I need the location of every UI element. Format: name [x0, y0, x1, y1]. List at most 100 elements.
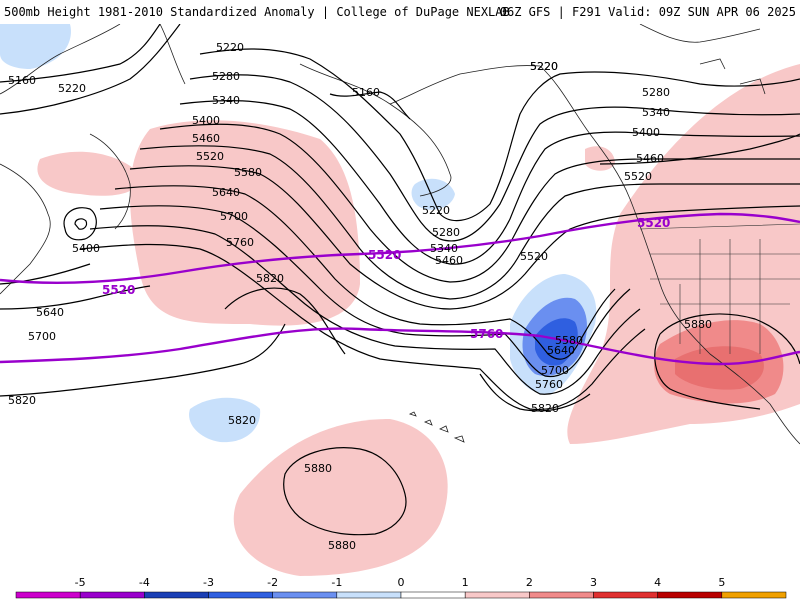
positive-anomaly-gulf-alaska	[585, 146, 615, 171]
contour-5700-a	[89, 225, 641, 395]
climatology-labels: 5520 5520 5520 5760	[102, 216, 670, 341]
contour-label: 5460	[636, 152, 664, 165]
contour-label: 5340	[212, 94, 240, 107]
map-header: 500mb Height 1981-2010 Standardized Anom…	[0, 0, 800, 24]
negative-anomaly-aleutian	[411, 178, 455, 210]
colorbar-tick-label: 0	[398, 576, 405, 589]
contour-label: 5220	[58, 82, 86, 95]
climo-label: 5760	[470, 327, 503, 341]
climo-label: 5520	[102, 283, 135, 297]
climo-5520-line	[0, 212, 800, 284]
contour-label: 5880	[328, 539, 356, 552]
colorbar-swatch	[529, 591, 594, 599]
contour-label: 5220	[216, 41, 244, 54]
contour-label: 5280	[432, 226, 460, 239]
colorbar-tick-label: 4	[654, 576, 661, 589]
coastline-asia	[0, 24, 186, 295]
contour-5820-b	[0, 323, 286, 397]
contour-5820-c	[479, 373, 591, 412]
colorbar-tick-label: -4	[139, 576, 150, 589]
colorbar-swatch	[79, 591, 145, 599]
contour-label: 5640	[36, 306, 64, 319]
contour-label: 5160	[8, 74, 36, 87]
coastline-hawaii	[408, 411, 465, 443]
contour-label: 5640	[212, 186, 240, 199]
contour-label: 5880	[304, 462, 332, 475]
contour-label: 5520	[624, 170, 652, 183]
contour-label: 5820	[256, 272, 284, 285]
contour-5340	[179, 100, 800, 265]
climatology-contours	[0, 212, 800, 366]
contour-label: 5580	[555, 334, 583, 347]
colorbar-swatch	[208, 591, 273, 599]
contour-labels: 5160 5220 5220 5160 5220 5280 5340 5400 …	[8, 41, 712, 552]
positive-anomaly-south-pacific	[233, 419, 448, 576]
contour-5760	[79, 243, 646, 411]
contour-5640-a	[99, 205, 631, 378]
us-state-lines	[639, 223, 800, 354]
contour-label: 5400	[72, 242, 100, 255]
colorbar-segments	[15, 591, 787, 599]
contour-label: 5760	[226, 236, 254, 249]
contour-5400-b	[63, 207, 97, 241]
contour-5460-b	[599, 133, 800, 165]
anomaly-colorbar: -5 -4 -3 -2 -1 0 1 2 3 4 5	[15, 576, 787, 599]
climo-label: 5520	[637, 216, 670, 230]
coastline-alaska	[299, 63, 541, 197]
positive-anomaly-asia	[37, 151, 141, 196]
contour-label: 5700	[28, 330, 56, 343]
contour-label: 5760	[535, 378, 563, 391]
anomaly-map: 5160 5220 5220 5160 5220 5280 5340 5400 …	[0, 24, 800, 576]
contour-label: 5280	[642, 86, 670, 99]
colorbar-tick-label: -3	[203, 576, 214, 589]
contour-5220-b	[199, 48, 800, 222]
contour-label: 5340	[642, 106, 670, 119]
contour-label: 5640	[547, 344, 575, 357]
contour-label: 5820	[531, 402, 559, 415]
climo-5760-line	[0, 327, 800, 366]
colorbar-tick-label: 5	[718, 576, 725, 589]
contour-label: 5820	[8, 394, 36, 407]
contour-5820-a	[224, 287, 346, 355]
contour-5460-a	[139, 145, 800, 300]
contour-label: 5460	[435, 254, 463, 267]
contour-label: 5400	[192, 114, 220, 127]
state-boundaries	[639, 223, 800, 354]
coastlines	[0, 24, 800, 445]
contour-5640-b	[0, 263, 91, 285]
climo-label: 5520	[368, 248, 401, 262]
contour-label: 5400	[632, 126, 660, 139]
colorbar-tick-label: -5	[75, 576, 86, 589]
contour-label: 5160	[352, 86, 380, 99]
colorbar-tick-label: 3	[590, 576, 597, 589]
contour-label: 5220	[530, 60, 558, 73]
contour-5160-a	[0, 24, 161, 83]
contour-label: 5820	[228, 414, 256, 427]
contour-label: 5220	[422, 204, 450, 217]
contour-5160-b	[329, 91, 411, 120]
colorbar-swatch	[15, 591, 81, 599]
colorbar-tick-label: -1	[331, 576, 342, 589]
colorbar-swatch	[144, 591, 209, 599]
contour-5700-b	[0, 285, 151, 310]
colorbar-swatch	[400, 591, 466, 599]
map-title: 500mb Height 1981-2010 Standardized Anom…	[4, 5, 510, 19]
strong-negative-anomaly-core	[535, 318, 578, 366]
contour-label: 5340	[430, 242, 458, 255]
colorbar-tick-label: 1	[462, 576, 469, 589]
colorbar-tick-label: 2	[526, 576, 533, 589]
contour-5400-a	[159, 123, 800, 283]
colorbar-swatch	[272, 591, 338, 599]
colorbar-ticks: -5 -4 -3 -2 -1 0 1 2 3 4 5	[75, 576, 726, 589]
contour-label: 5580	[234, 166, 262, 179]
contour-5520-a	[129, 165, 800, 310]
contour-5580	[114, 185, 616, 360]
colorbar-swatch	[657, 591, 723, 599]
contour-label: 5520	[520, 250, 548, 263]
model-run-info: 06Z GFS | F291 Valid: 09Z SUN APR 06 202…	[499, 5, 796, 19]
contour-label: 5220	[530, 60, 558, 73]
contour-label: 5700	[541, 364, 569, 377]
colorbar-tick-label: -2	[267, 576, 278, 589]
contour-label: 5520	[196, 150, 224, 163]
colorbar-swatch	[721, 591, 787, 599]
